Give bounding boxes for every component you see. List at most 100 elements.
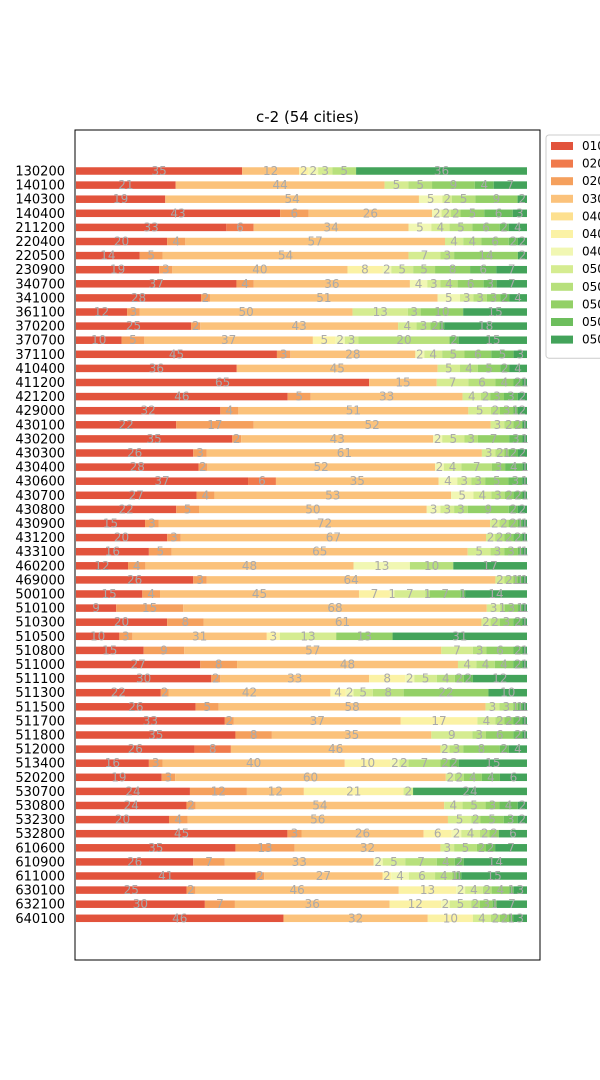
segment-value-label: 2 — [519, 502, 527, 516]
bar-segment — [435, 463, 444, 471]
bar-segment — [522, 435, 527, 443]
segment-value-label: 1 — [516, 573, 524, 587]
category-label: 511000 — [15, 658, 65, 673]
bar-segment — [438, 477, 458, 485]
bar-segment — [476, 844, 486, 852]
segment-value-label: 22 — [111, 686, 126, 700]
legend-label: 050 — [582, 315, 600, 329]
segment-value-label: 20 — [396, 333, 411, 347]
bar-segment — [76, 844, 236, 852]
segment-value-label: 2 — [226, 714, 234, 728]
segment-value-label: 10 — [500, 686, 515, 700]
segment-value-label: 2 — [505, 418, 513, 432]
bar-segment — [403, 787, 414, 796]
segment-value-label: 4 — [514, 291, 522, 305]
bar-segment — [266, 632, 280, 641]
segment-value-label: 50 — [305, 502, 320, 516]
segment-value-label: 3 — [410, 305, 418, 319]
segment-value-label: 15 — [487, 869, 502, 883]
bar-segment — [486, 731, 514, 739]
bar-segment — [436, 858, 455, 866]
bar-segment — [517, 576, 523, 584]
segment-value-label: 2 — [519, 235, 527, 249]
segment-value-label: 45 — [252, 587, 267, 601]
bar-segment — [435, 872, 453, 880]
bar-segment — [347, 265, 383, 274]
category-label: 430800 — [15, 503, 65, 518]
bar-segment — [76, 491, 197, 500]
bar-segment — [121, 336, 145, 344]
segment-value-label: 3 — [162, 263, 170, 277]
bar-segment — [294, 844, 441, 852]
bar-segment — [408, 181, 433, 189]
bar-segment — [220, 406, 239, 415]
bar-segment — [513, 886, 527, 894]
bar-segment — [76, 829, 288, 838]
bar-segment — [224, 858, 374, 866]
bar-segment — [522, 547, 527, 556]
category-label: 211200 — [15, 221, 65, 236]
segment-value-label: 30 — [136, 672, 151, 686]
bar-segment — [353, 562, 410, 570]
bar-segment — [382, 858, 406, 866]
segment-value-label: 10 — [434, 305, 449, 319]
bar-segment — [457, 660, 477, 669]
segment-value-label: 5 — [469, 206, 477, 220]
segment-value-label: 3 — [476, 643, 484, 657]
bar-segment — [461, 463, 492, 471]
segment-value-label: 16 — [105, 545, 120, 559]
legend-swatch — [551, 335, 573, 344]
bar-segment — [485, 477, 509, 485]
segment-value-label: 2 — [505, 714, 513, 728]
segment-value-label: 3 — [196, 573, 204, 587]
segment-value-label: 2 — [433, 206, 441, 220]
bar-segment — [436, 674, 455, 683]
bar-segment — [440, 505, 455, 514]
bar-segment — [162, 251, 409, 260]
bar-segment — [498, 829, 527, 838]
bar-segment — [76, 731, 236, 739]
segment-value-label: 2 — [514, 531, 522, 545]
bar-segment — [76, 618, 168, 626]
segment-value-label: 4 — [334, 686, 342, 700]
segment-value-label: 2 — [441, 742, 449, 756]
segment-value-label: 1 — [491, 897, 499, 911]
bar-segment — [491, 463, 506, 471]
bar-segment — [495, 449, 505, 457]
segment-value-label: 3 — [321, 164, 329, 178]
segment-value-label: 4 — [469, 235, 477, 249]
segment-value-label: 5 — [416, 220, 424, 234]
bar-segment — [409, 280, 428, 288]
bar-segment — [196, 491, 215, 500]
segment-value-label: 3 — [503, 404, 511, 418]
segment-value-label: 5 — [445, 361, 453, 375]
bar-segment — [508, 745, 527, 753]
segment-value-label: 4 — [133, 559, 141, 573]
bar-segment — [517, 237, 527, 246]
segment-value-label: 6 — [418, 869, 426, 883]
segment-value-label: 6 — [510, 770, 518, 784]
bar-segment — [437, 294, 461, 302]
bar-segment — [499, 745, 509, 753]
bar-segment — [195, 801, 445, 810]
segment-value-label: 7 — [508, 897, 516, 911]
segment-value-label: 4 — [463, 658, 471, 672]
legend-swatch — [551, 265, 573, 274]
bar-segment — [504, 533, 514, 542]
bar-segment — [463, 745, 500, 753]
segment-value-label: 2 — [457, 883, 465, 897]
category-label: 513400 — [15, 757, 65, 772]
segment-value-label: 3 — [475, 728, 483, 742]
bar-segment — [437, 364, 461, 373]
segment-value-label: 13 — [257, 841, 272, 855]
segment-value-label: 1 — [521, 714, 529, 728]
segment-value-label: 40 — [252, 263, 267, 277]
segment-value-label: 2 — [519, 390, 527, 404]
segment-value-label: 3 — [280, 347, 288, 361]
segment-value-label: 7 — [449, 376, 457, 390]
segment-value-label: 3 — [463, 291, 471, 305]
category-label: 630100 — [15, 884, 65, 899]
bar-segment — [522, 421, 527, 429]
bar-segment — [358, 590, 390, 598]
segment-value-label: 5 — [320, 333, 328, 347]
